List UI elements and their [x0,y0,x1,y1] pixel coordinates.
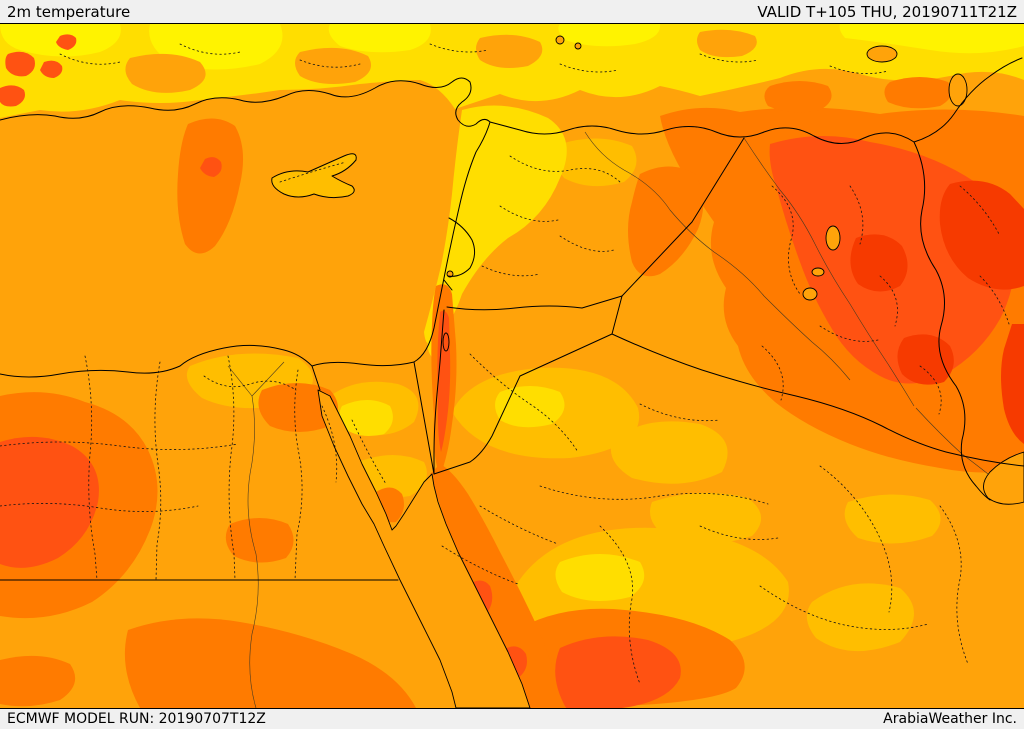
nile-river [247,395,259,708]
turkish-lake [574,42,582,50]
suez-canal [311,365,321,391]
footer-bar: ECMWF MODEL RUN: 20190707T12Z ArabiaWeat… [0,708,1024,729]
sea-of-galilee [446,270,454,278]
temperature-field-red [850,180,1024,444]
lake-tharthar [825,225,841,251]
water-bodies [317,35,1024,708]
lake-habbaniyah [811,267,825,277]
red-sea [317,389,531,708]
cyprus-island [271,153,357,199]
euphrates-river [584,131,851,381]
attribution-label: ArabiaWeather Inc. [883,711,1017,727]
model-run-label: ECMWF MODEL RUN: 20190707T12Z [7,711,266,727]
nile-delta-branch [251,361,285,397]
country-borders [0,57,1024,581]
temperature-field-band-orange [125,29,757,93]
coastline [0,77,491,391]
dead-sea [442,332,450,352]
valid-time-label: VALID T+105 THU, 20190711T21Z [757,2,1017,21]
map-area [0,24,1024,708]
turkish-lake [555,35,565,45]
map-title: 2m temperature [7,2,131,21]
header-bar: 2m temperature VALID T+105 THU, 20190711… [0,0,1024,24]
lake-urmia [948,73,968,107]
admin-borders [0,43,1010,685]
nile-delta-branch [227,365,253,397]
lake-van [866,45,898,63]
tigris-river [743,137,915,407]
temperature-map [0,24,1024,708]
lake-razazah [802,287,818,301]
